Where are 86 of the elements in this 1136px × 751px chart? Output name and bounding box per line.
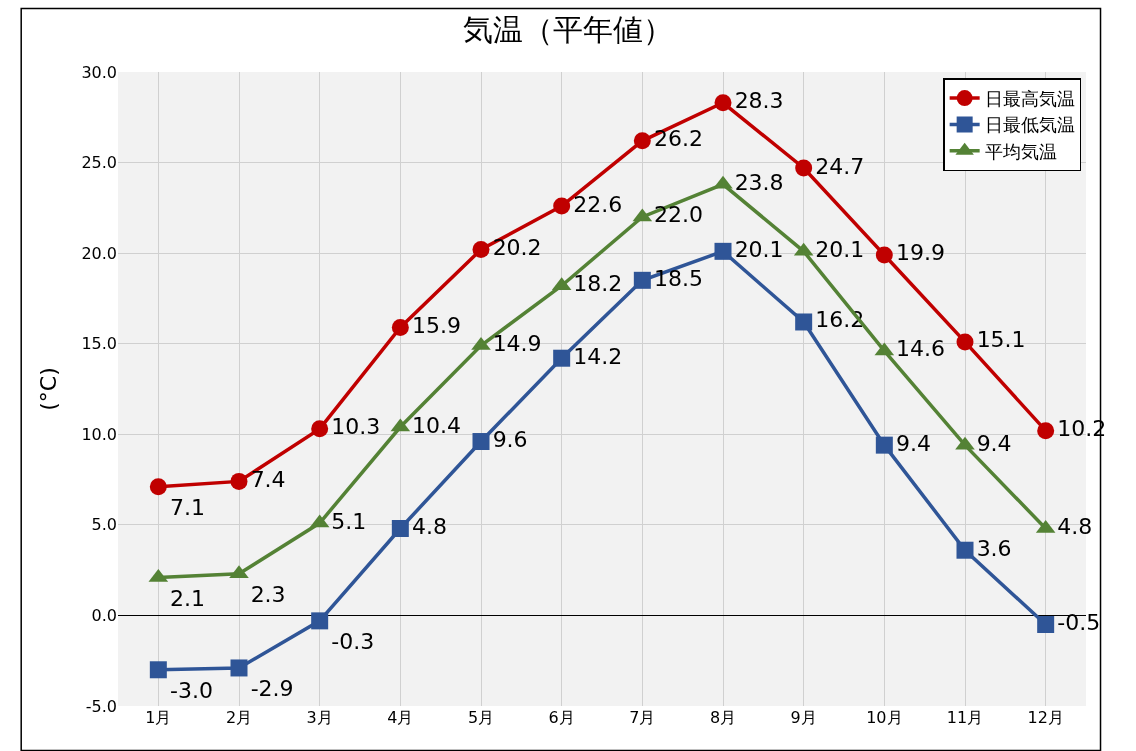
- data-label: 4.8: [1057, 513, 1093, 539]
- x-tick-label: 8月: [709, 708, 737, 727]
- point: [633, 271, 651, 289]
- point: [472, 241, 490, 259]
- data-label: 22.6: [573, 191, 623, 217]
- point: [149, 661, 167, 679]
- point: [230, 472, 248, 490]
- data-label: -0.3: [331, 628, 375, 654]
- data-label: 23.8: [734, 169, 784, 195]
- y-tick-label: 15.0: [81, 334, 117, 354]
- x-tick-label: 5月: [467, 708, 495, 727]
- y-tick-label: 10.0: [81, 424, 117, 444]
- data-label: 7.4: [250, 466, 286, 492]
- legend-label: 日最高気温: [984, 88, 1075, 110]
- data-label: 4.8: [411, 513, 447, 539]
- legend-label: 日最低気温: [984, 114, 1075, 136]
- data-label: 24.7: [815, 153, 865, 179]
- y-tick-label: 0.0: [91, 606, 117, 626]
- point: [795, 159, 813, 177]
- data-label: 20.1: [815, 236, 865, 262]
- y-tick-label: 5.0: [91, 515, 117, 535]
- x-tick-label: 3月: [306, 708, 333, 727]
- point: [311, 420, 329, 438]
- x-tick-label: 12月: [1027, 708, 1064, 727]
- y-axis-title: (°C): [36, 367, 62, 411]
- data-label: 20.1: [734, 236, 784, 262]
- point: [472, 433, 490, 451]
- data-label: 2.3: [250, 581, 286, 607]
- point: [553, 349, 571, 367]
- x-tick-label: 4月: [387, 708, 414, 727]
- data-label: -2.9: [250, 676, 294, 702]
- point: [713, 175, 733, 189]
- data-label: -0.5: [1057, 609, 1101, 635]
- point: [955, 436, 975, 450]
- data-label: 2.1: [169, 585, 205, 611]
- data-label: 19.9: [895, 240, 945, 266]
- data-label: 22.0: [653, 202, 703, 228]
- y-tick-label: 25.0: [81, 153, 117, 173]
- data-label: -3.0: [169, 677, 213, 703]
- x-tick-label: 1月: [145, 708, 172, 727]
- data-label: 7.1: [169, 494, 205, 520]
- point: [875, 246, 893, 264]
- point: [1037, 422, 1055, 440]
- data-label: 14.6: [895, 336, 945, 362]
- data-label: 5.1: [331, 508, 367, 534]
- x-tick-label: 10月: [866, 708, 903, 727]
- data-label: 9.4: [895, 430, 931, 456]
- point: [714, 94, 732, 112]
- point: [714, 242, 732, 260]
- data-label: 26.2: [653, 126, 703, 152]
- legend-label: 平均気温: [984, 140, 1057, 162]
- y-tick-label: -5.0: [85, 696, 117, 716]
- point: [391, 318, 409, 336]
- data-label: 20.2: [492, 235, 542, 261]
- point: [230, 659, 248, 677]
- data-label: 18.5: [653, 265, 703, 291]
- data-label: 15.1: [976, 327, 1026, 353]
- point: [149, 478, 167, 496]
- point: [229, 565, 249, 579]
- point: [956, 541, 974, 559]
- point: [391, 519, 409, 537]
- point: [875, 436, 893, 454]
- y-tick-label: 30.0: [81, 62, 117, 82]
- data-label: 9.6: [492, 427, 528, 453]
- data-label: 15.9: [411, 312, 461, 338]
- chart-title: 気温（平年値）: [463, 11, 673, 47]
- data-label: 3.6: [976, 535, 1012, 561]
- data-label: 14.9: [492, 331, 542, 357]
- point: [956, 333, 974, 351]
- x-tick-label: 11月: [946, 708, 984, 727]
- point: [795, 313, 813, 331]
- x-tick-label: 2月: [225, 708, 253, 727]
- data-label: 9.4: [976, 430, 1012, 456]
- data-label: 10.3: [331, 414, 381, 440]
- data-label: 18.2: [573, 271, 623, 297]
- data-label: 10.4: [411, 412, 461, 438]
- x-tick-label: 7月: [629, 708, 656, 727]
- x-tick-label: 9月: [790, 708, 817, 727]
- point: [553, 197, 571, 215]
- point: [633, 132, 651, 150]
- data-label: 28.3: [734, 88, 784, 114]
- data-label: 14.2: [573, 343, 623, 369]
- x-tick-label: 6月: [548, 708, 575, 727]
- y-tick-label: 20.0: [81, 243, 117, 263]
- point: [311, 612, 329, 630]
- point: [1037, 615, 1055, 633]
